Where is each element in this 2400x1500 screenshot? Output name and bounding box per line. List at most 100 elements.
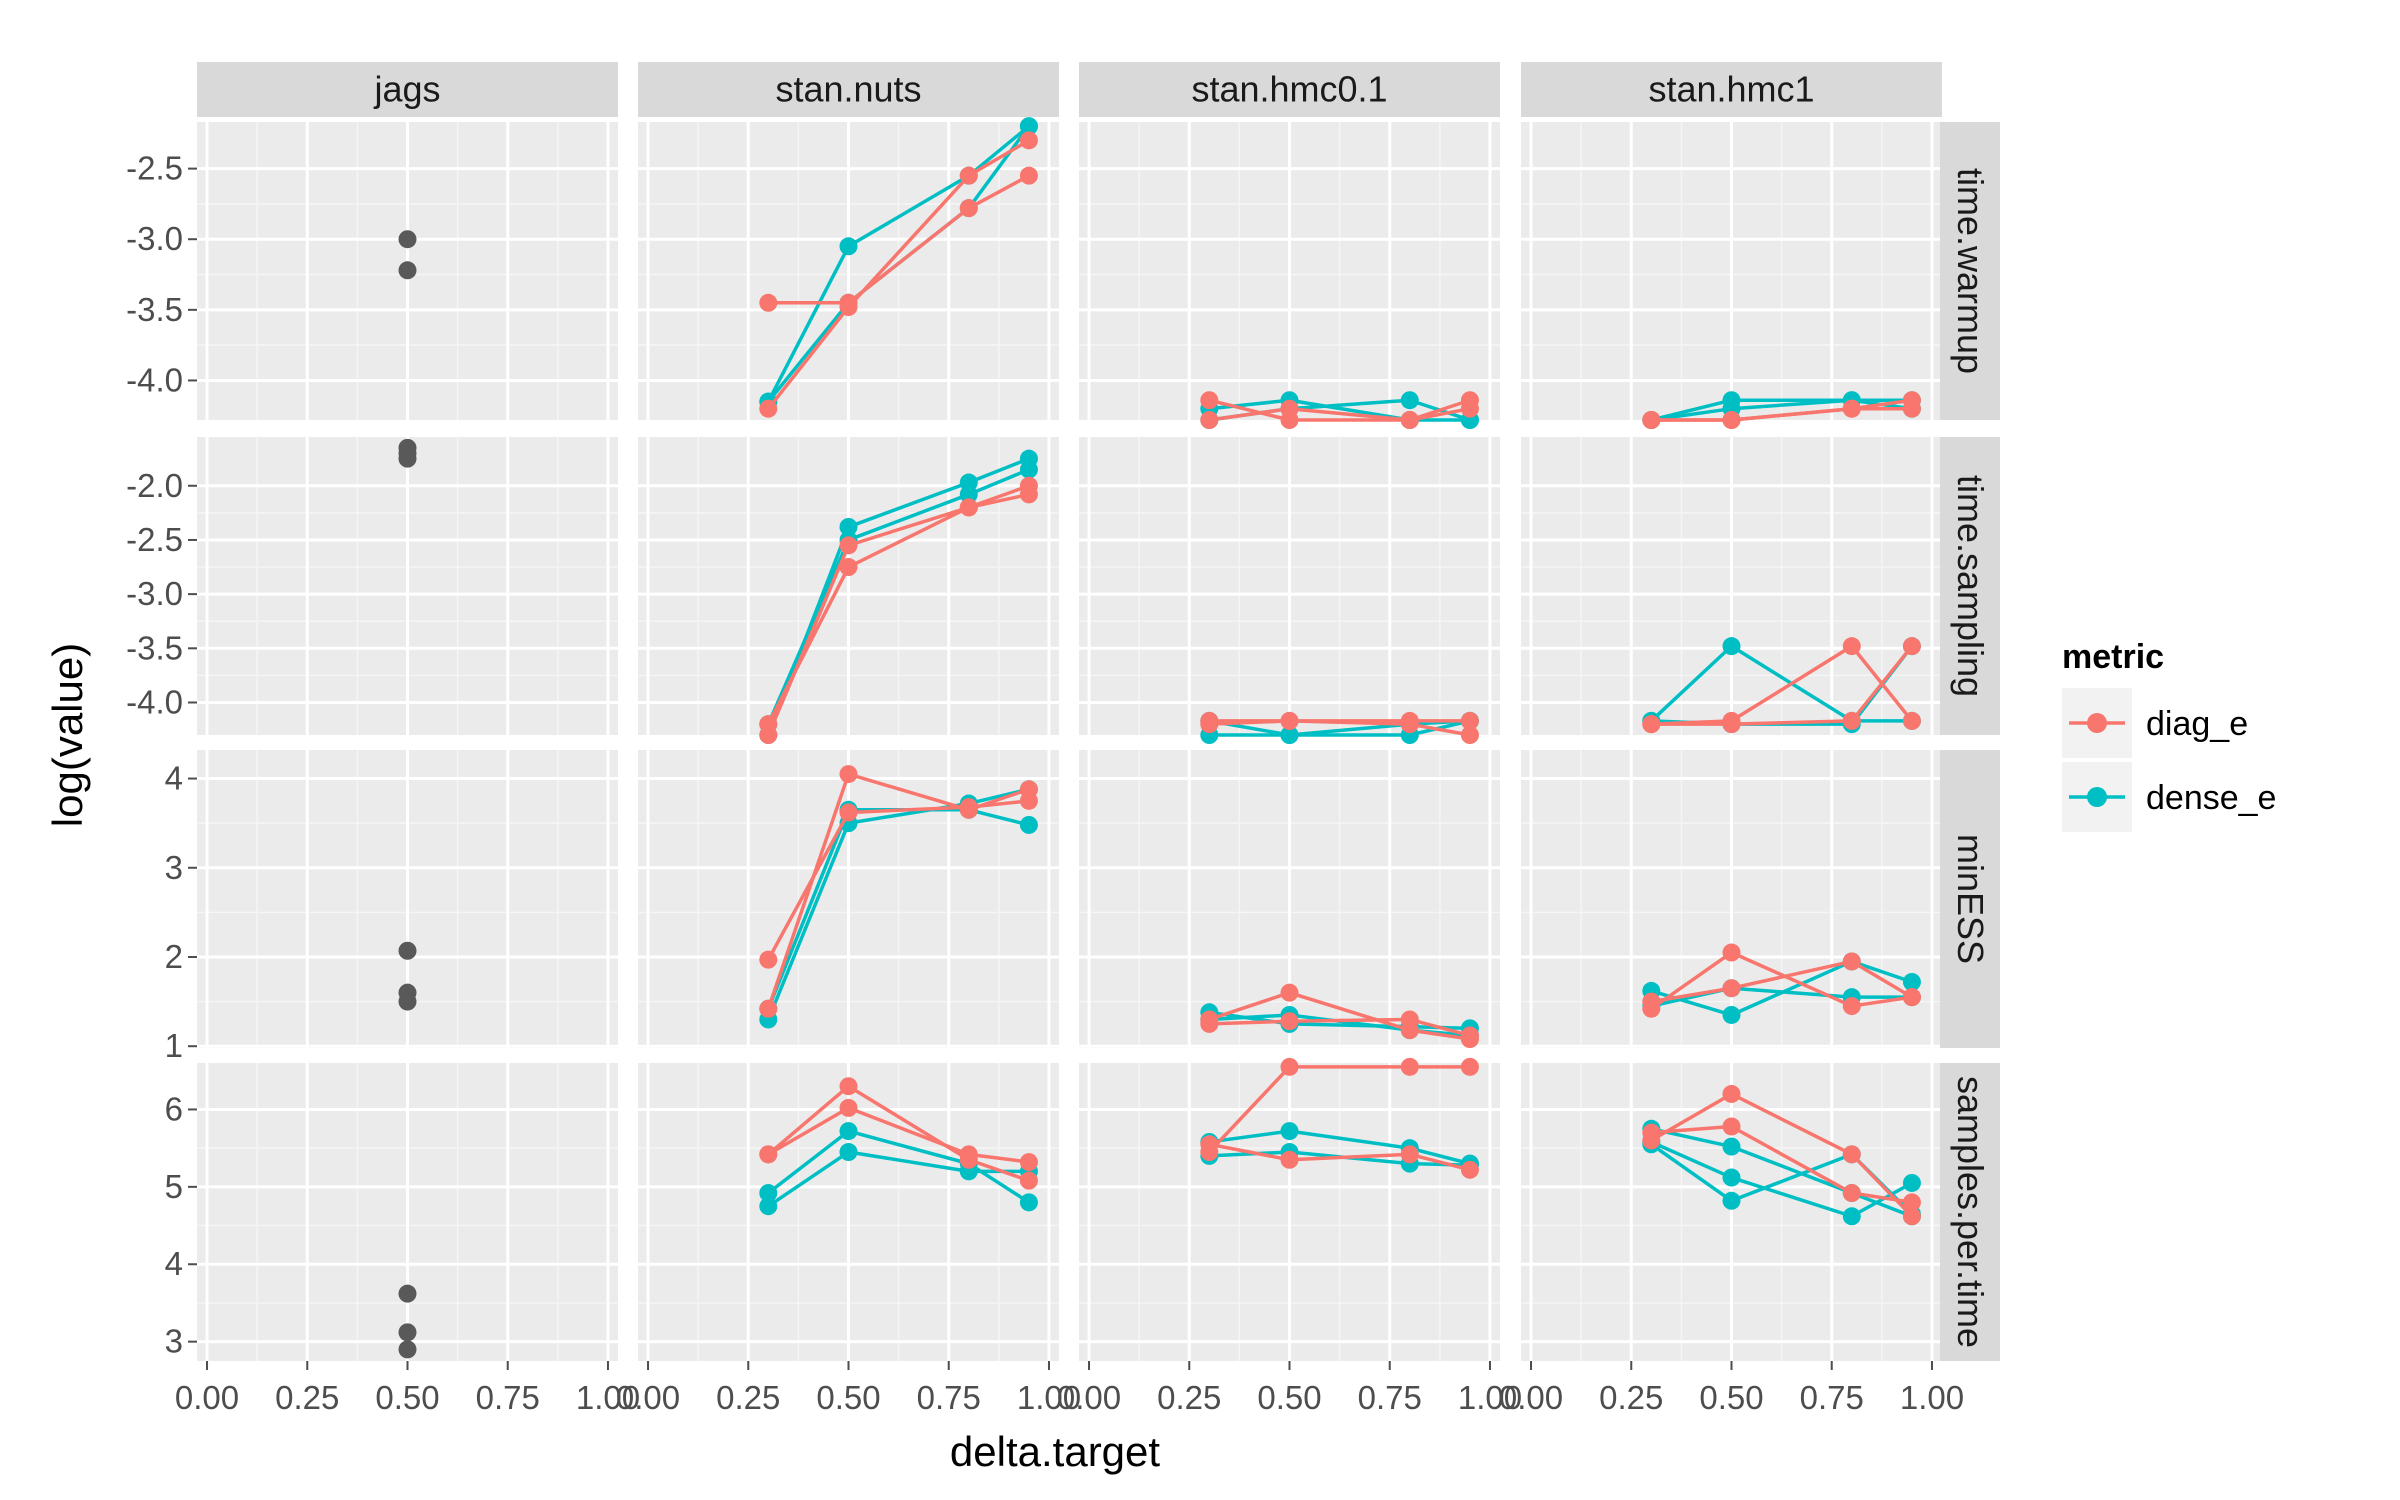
data-point <box>1400 1057 1419 1076</box>
data-point <box>1400 391 1419 410</box>
y-tick-label: -4.0 <box>126 361 183 398</box>
panel-time.sampling-jags <box>197 437 618 735</box>
y-axis-time.sampling: -2.0 -2.5 -3.0 -3.5 -4.0 <box>126 467 197 720</box>
data-point <box>1842 637 1861 656</box>
strip-background <box>1940 750 2000 1048</box>
data-point <box>759 999 778 1018</box>
jags-points-samples.per.time <box>398 1284 417 1359</box>
x-axis-jags: 0.00 0.25 0.50 0.75 1.00 <box>175 1361 640 1416</box>
legend-title: metric <box>2062 638 2164 676</box>
x-tick-label: 0.25 <box>716 1379 780 1416</box>
x-tick-label: 0.25 <box>1157 1379 1221 1416</box>
data-point <box>398 449 417 468</box>
data-point <box>1280 1012 1299 1031</box>
data-point <box>839 1143 858 1162</box>
series-line <box>1650 1140 1913 1219</box>
data-point <box>1722 1084 1741 1103</box>
y-tick-label: -3.0 <box>126 575 183 612</box>
strip-background <box>1940 437 2000 735</box>
data-point <box>1642 411 1661 429</box>
series-line <box>1209 1129 1471 1166</box>
x-axis-stan.hmc1: 0.00 0.25 0.50 0.75 1.00 <box>1499 1361 1964 1416</box>
data-point <box>1400 1145 1419 1164</box>
strip-label: time.sampling <box>1950 475 1991 697</box>
legend-label-dense-e: dense_e <box>2146 779 2276 817</box>
series-line <box>1650 950 1913 1011</box>
panels <box>197 122 1942 1361</box>
series-line <box>767 1084 1030 1183</box>
series-line <box>1208 1065 1470 1154</box>
x-tick-label: 0.75 <box>917 1379 981 1416</box>
data-point <box>1400 715 1419 734</box>
data-point <box>1842 1184 1861 1203</box>
data-point <box>1280 1150 1299 1169</box>
panel-minESS-stan.nuts <box>638 750 1059 1048</box>
series-line <box>767 1129 1030 1204</box>
x-tick-label: 1.00 <box>1900 1379 1964 1416</box>
strip-column-jags: jags <box>197 62 618 117</box>
data-point <box>1280 1122 1299 1141</box>
data-point <box>1902 972 1921 991</box>
data-point <box>1902 988 1921 1007</box>
data-point <box>1019 1193 1038 1212</box>
strip-background <box>1079 62 1500 117</box>
strip-label: stan.hmc0.1 <box>1191 69 1387 110</box>
data-point <box>1019 460 1038 479</box>
legend-key-point-dense-e <box>2087 787 2107 807</box>
series-time.warmup-stan.nuts-diag_e <box>759 131 1038 418</box>
panel-time.warmup-stan.nuts <box>638 122 1059 420</box>
data-point <box>759 1184 778 1203</box>
data-point <box>1902 399 1921 418</box>
jags-points-minESS <box>398 941 417 1011</box>
data-point <box>839 1122 858 1141</box>
series-line <box>1650 1092 1914 1218</box>
data-point <box>1460 1160 1479 1179</box>
series-line <box>1651 959 1913 1004</box>
data-point <box>1642 992 1661 1011</box>
y-tick-label: -2.0 <box>126 467 183 504</box>
legend: metric diag_e dense_e <box>2062 638 2276 832</box>
x-tick-label: 0.25 <box>1599 1379 1663 1416</box>
data-point <box>1019 131 1038 150</box>
data-point <box>1902 1193 1921 1212</box>
x-axis-stan.nuts: 0.00 0.25 0.50 0.75 1.00 <box>616 1361 1081 1416</box>
strip-background <box>1940 1063 2000 1361</box>
y-tick-label: 2 <box>165 938 183 975</box>
data-point <box>839 517 858 536</box>
data-point <box>1019 166 1038 185</box>
series-samples.per.time-stan.hmc0.1-diag_e <box>1200 1135 1479 1179</box>
data-point <box>1460 399 1479 418</box>
x-tick-label: 0.75 <box>1358 1379 1422 1416</box>
y-tick-label: -4.0 <box>126 683 183 720</box>
data-point <box>759 1145 778 1164</box>
strip-label: minESS <box>1950 834 1991 964</box>
data-point <box>759 950 778 969</box>
series-time.warmup-stan.hmc0.1-diag_e <box>1200 399 1479 429</box>
y-tick-label: 3 <box>165 849 183 886</box>
series-line <box>1209 398 1470 422</box>
series-time.sampling-stan.hmc0.1-diag_e <box>1200 711 1479 744</box>
y-tick-label: 3 <box>165 1323 183 1360</box>
data-point <box>398 1323 417 1342</box>
x-tick-label: 0.50 <box>375 1379 439 1416</box>
series-line <box>1650 959 1913 1017</box>
data-point <box>398 941 417 960</box>
data-point <box>1842 711 1861 730</box>
y-axis-minESS: 1 2 3 4 <box>165 760 197 1064</box>
data-point <box>1722 1005 1741 1024</box>
series-line <box>1651 406 1912 422</box>
y-tick-label: 4 <box>165 1245 183 1282</box>
x-tick-label: 0.50 <box>1699 1379 1763 1416</box>
data-point <box>1200 391 1219 410</box>
x-tick-label: 1.00 <box>576 1379 640 1416</box>
panel-time.sampling-stan.hmc0.1 <box>1079 437 1500 735</box>
series-line <box>1650 1127 1913 1218</box>
data-point <box>1200 1014 1219 1033</box>
data-point <box>1902 711 1921 730</box>
data-point <box>1642 1123 1661 1142</box>
series-samples.per.time-stan.nuts-diag_e <box>759 1077 1038 1190</box>
strip-label: stan.hmc1 <box>1648 69 1814 110</box>
data-point <box>1019 815 1038 834</box>
data-point <box>1019 117 1038 136</box>
data-point <box>1722 979 1741 998</box>
